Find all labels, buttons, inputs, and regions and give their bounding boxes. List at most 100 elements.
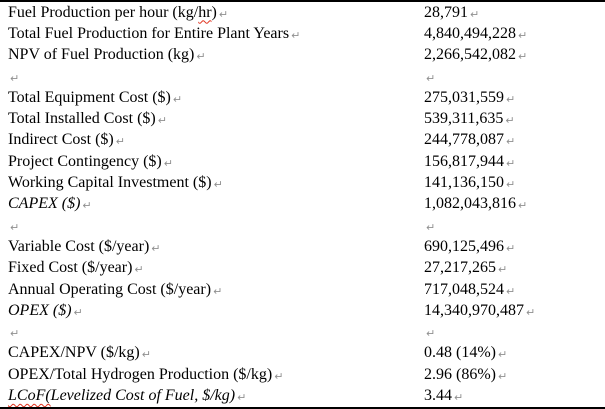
value-text: 0.48 (14%) <box>424 344 496 362</box>
return-mark-icon: ↵ <box>196 50 206 64</box>
return-mark-icon: ↵ <box>237 390 247 404</box>
return-mark-icon: ↵ <box>10 71 20 85</box>
return-mark-icon: ↵ <box>505 114 515 128</box>
return-mark-icon: ↵ <box>274 369 284 383</box>
label-text: Project Contingency ($) <box>8 152 162 170</box>
row-label-cell: Project Contingency ($) ↵ <box>0 153 424 171</box>
row-label-cell: Fixed Cost ($/year) ↵ <box>0 259 424 277</box>
return-mark-icon: ↵ <box>115 135 125 149</box>
table-row: Fixed Cost ($/year) ↵ 27,217,265 ↵ <box>0 258 605 279</box>
row-value-cell: 3.44 ↵ <box>424 387 605 405</box>
return-mark-icon: ↵ <box>134 263 144 277</box>
return-mark-icon: ↵ <box>10 220 20 234</box>
value-text: 4,840,494,228 <box>424 24 516 42</box>
return-mark-icon: ↵ <box>526 305 536 319</box>
return-mark-icon: ↵ <box>218 7 229 21</box>
return-mark-icon: ↵ <box>172 92 183 106</box>
return-mark-icon: ↵ <box>213 284 223 298</box>
table-row: Working Capital Investment ($) ↵ 141,136,1… <box>0 172 605 193</box>
return-mark-icon: ↵ <box>497 369 508 383</box>
row-value-cell: ↵ <box>424 323 605 341</box>
label-text: Levelized Cost of Fuel, $/kg) <box>50 386 236 404</box>
label-text: Total Fuel Production for Entire Plant Y… <box>8 24 290 42</box>
row-value-cell: 690,125,496 ↵ <box>424 238 605 256</box>
table-row: Total Equipment Cost ($) ↵ 275,031,559 ↵ <box>0 87 605 108</box>
row-value-cell: 0.48 (14%) ↵ <box>424 344 605 362</box>
return-mark-icon: ↵ <box>163 156 173 170</box>
row-label-cell: Annual Operating Cost ($/year) ↵ <box>0 281 424 299</box>
value-text: 1,082,043,816 <box>424 195 516 213</box>
value-text: 275,031,559 <box>424 88 504 106</box>
value-text: 717,048,524 <box>424 280 504 298</box>
return-mark-icon: ↵ <box>151 241 161 255</box>
value-text: 539,311,635 <box>424 110 504 128</box>
row-value-cell: 244,778,087 ↵ <box>424 131 605 149</box>
value-text: 27,217,265 <box>424 259 496 277</box>
row-label-cell: ↵ <box>0 323 424 341</box>
row-value-cell: 717,048,524 ↵ <box>424 281 605 299</box>
row-value-cell: 156,817,944 ↵ <box>424 153 605 171</box>
empty-row: ↵ ↵ <box>0 321 605 342</box>
return-mark-icon: ↵ <box>518 28 528 42</box>
misspelled-text: LCoF( <box>8 386 51 404</box>
row-label-cell: Total Equipment Cost ($) ↵ <box>0 89 424 107</box>
label-text: CAPEX/NPV ($/kg) <box>8 344 140 362</box>
return-mark-icon: ↵ <box>506 241 516 255</box>
table-row: Indirect Cost ($) ↵ 244,778,087 ↵ <box>0 130 605 151</box>
return-mark-icon: ↵ <box>141 348 151 362</box>
table-row: LCoF(Levelized Cost of Fuel, $/kg) ↵ 3.44 ↵ <box>0 385 605 407</box>
return-mark-icon: ↵ <box>454 390 464 404</box>
return-mark-icon: ↵ <box>506 156 516 170</box>
value-text: 2,266,542,082 <box>424 46 516 64</box>
return-mark-icon: ↵ <box>497 348 508 362</box>
value-text: 244,778,087 <box>424 131 504 149</box>
row-value-cell: 14,340,970,487 ↵ <box>424 302 605 320</box>
return-mark-icon: ↵ <box>506 178 516 192</box>
label-text: Fixed Cost ($/year) <box>8 259 133 277</box>
row-value-cell: ↵ <box>424 68 605 86</box>
label-text: Total Installed Cost ($) <box>8 110 156 128</box>
return-mark-icon: ↵ <box>506 135 516 149</box>
value-text: 156,817,944 <box>424 152 504 170</box>
return-mark-icon: ↵ <box>518 50 528 64</box>
table-row: CAPEX ($) ↵ 1,082,043,816 ↵ <box>0 194 605 215</box>
table-row: CAPEX/NPV ($/kg) ↵ 0.48 (14%) ↵ <box>0 343 605 364</box>
value-text: 2.96 (86%) <box>424 365 496 383</box>
row-label-cell: NPV of Fuel Production (kg) ↵ <box>0 46 424 64</box>
value-text: 3.44 <box>424 386 452 404</box>
row-label-cell: CAPEX ($) ↵ <box>0 195 424 213</box>
table-row: OPEX ($) ↵ 14,340,970,487 ↵ <box>0 300 605 321</box>
label-text: Fuel Production per hour (kg/ <box>8 3 199 21</box>
return-mark-icon: ↵ <box>426 220 436 234</box>
row-value-cell: 539,311,635 ↵ <box>424 110 605 128</box>
misspelled-text: hr <box>198 3 212 21</box>
row-label-cell: Working Capital Investment ($) ↵ <box>0 174 424 192</box>
row-label-cell: CAPEX/NPV ($/kg) ↵ <box>0 344 424 362</box>
row-value-cell: 2,266,542,082 ↵ <box>424 46 605 64</box>
label-text: ) <box>211 3 217 21</box>
label-text: NPV of Fuel Production (kg) <box>8 46 195 64</box>
row-value-cell: ↵ <box>424 217 605 235</box>
row-label-cell: ↵ <box>0 217 424 235</box>
table-row: OPEX/Total Hydrogen Production ($/kg) ↵ 2.… <box>0 364 605 385</box>
empty-row: ↵ ↵ <box>0 215 605 236</box>
row-label-cell: Indirect Cost ($) ↵ <box>0 131 424 149</box>
value-text: 690,125,496 <box>424 237 504 255</box>
label-text: Variable Cost ($/year) <box>8 237 150 255</box>
label-text: Total Equipment Cost ($) <box>8 88 171 106</box>
label-text: Annual Operating Cost ($/year) <box>8 280 212 298</box>
return-mark-icon: ↵ <box>10 327 20 341</box>
table-row: Fuel Production per hour (kg/hr) ↵ 28,791 ↵ <box>0 2 605 23</box>
label-text: Working Capital Investment ($) <box>8 174 212 192</box>
row-value-cell: 275,031,559 ↵ <box>424 89 605 107</box>
return-mark-icon: ↵ <box>518 199 528 213</box>
row-label-cell: ↵ <box>0 68 424 86</box>
label-text: Indirect Cost ($) <box>8 131 114 149</box>
label-text: OPEX/Total Hydrogen Production ($/kg) <box>8 365 273 383</box>
row-label-cell: Total Installed Cost ($) ↵ <box>0 110 424 128</box>
row-label-cell: LCoF(Levelized Cost of Fuel, $/kg) ↵ <box>0 386 424 407</box>
row-value-cell: 27,217,265 ↵ <box>424 259 605 277</box>
label-text: OPEX ($) <box>8 301 72 319</box>
table-row: Variable Cost ($/year) ↵ 690,125,496 ↵ <box>0 236 605 257</box>
